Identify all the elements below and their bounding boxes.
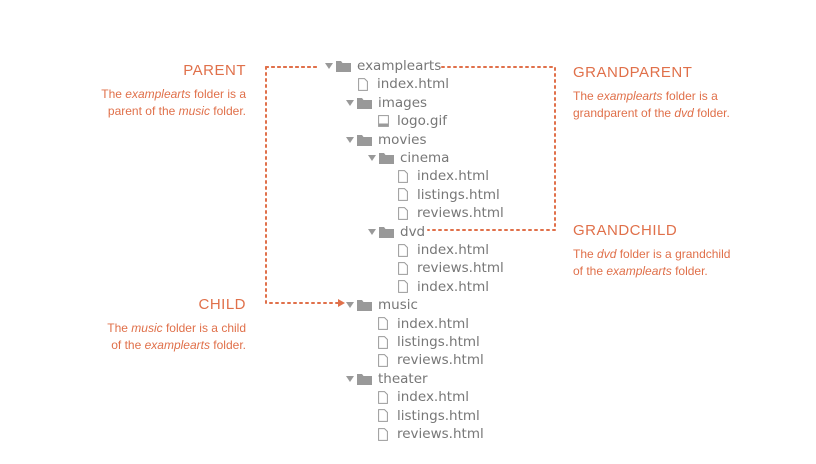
file-icon bbox=[378, 317, 388, 330]
file-icon bbox=[378, 427, 388, 441]
folder-row[interactable]: examplearts bbox=[325, 57, 441, 75]
child-title: CHILD bbox=[198, 296, 246, 313]
folder-icon bbox=[357, 373, 372, 385]
file-icon bbox=[358, 77, 368, 91]
parent-child-connector bbox=[265, 66, 339, 304]
grandparent-grandchild-connector bbox=[427, 66, 556, 231]
file-name: listings.html bbox=[397, 407, 480, 424]
file-row[interactable]: reviews.html bbox=[378, 351, 484, 369]
folder-row[interactable]: movies bbox=[346, 131, 427, 149]
chevron-down-icon[interactable] bbox=[368, 228, 376, 235]
file-row[interactable]: index.html bbox=[398, 167, 489, 185]
file-icon bbox=[378, 409, 388, 422]
file-name: listings.html bbox=[417, 186, 500, 203]
child-arrowhead bbox=[338, 299, 345, 307]
file-icon bbox=[398, 188, 408, 202]
grandparent-title: GRANDPARENT bbox=[573, 64, 693, 81]
file-row[interactable]: index.html bbox=[398, 241, 489, 259]
file-name: reviews.html bbox=[397, 352, 484, 369]
folder-name: cinema bbox=[400, 150, 450, 166]
chevron-down-icon[interactable] bbox=[325, 63, 333, 69]
folder-name: images bbox=[378, 94, 428, 111]
folder-row[interactable]: dvd bbox=[368, 223, 425, 241]
file-name: index.html bbox=[417, 242, 489, 258]
file-name: index.html bbox=[397, 389, 469, 406]
folder-name: theater bbox=[378, 370, 428, 387]
image-file-icon bbox=[378, 115, 389, 128]
file-row[interactable]: listings.html bbox=[398, 186, 500, 204]
file-name: index.html bbox=[377, 76, 449, 93]
grandchild-annotation: GRANDCHILD The dvd folder is a grandchil… bbox=[573, 222, 743, 280]
child-annotation: CHILD The music folder is a child of the… bbox=[76, 296, 246, 354]
grandparent-description: The examplearts folder is a grandparent … bbox=[573, 89, 730, 120]
file-row[interactable]: listings.html bbox=[378, 333, 480, 351]
file-row[interactable]: listings.html bbox=[378, 407, 480, 425]
file-row[interactable]: reviews.html bbox=[398, 259, 504, 277]
folder-icon bbox=[357, 134, 372, 146]
folder-row[interactable]: images bbox=[346, 94, 427, 112]
folder-icon bbox=[357, 300, 372, 312]
file-name: index.html bbox=[417, 278, 489, 295]
folder-row[interactable]: theater bbox=[346, 370, 428, 388]
file-row[interactable]: index.html bbox=[398, 278, 489, 296]
file-icon bbox=[398, 169, 408, 183]
folder-icon bbox=[336, 61, 351, 72]
file-name: index.html bbox=[417, 168, 489, 185]
chevron-down-icon[interactable] bbox=[346, 302, 354, 309]
folder-row[interactable]: music bbox=[346, 296, 418, 314]
file-name: logo.gif bbox=[397, 113, 447, 130]
file-name: reviews.html bbox=[417, 260, 504, 277]
parent-description: The examplearts folder is a parent of th… bbox=[101, 87, 246, 118]
folder-name: music bbox=[378, 297, 418, 314]
child-description: The music folder is a child of the examp… bbox=[107, 321, 246, 352]
chevron-down-icon[interactable] bbox=[368, 155, 376, 161]
grandparent-annotation: GRANDPARENT The examplearts folder is a … bbox=[573, 64, 743, 122]
file-icon bbox=[378, 353, 388, 367]
file-row[interactable]: index.html bbox=[378, 388, 469, 406]
file-icon bbox=[398, 206, 408, 220]
folder-name: movies bbox=[378, 131, 427, 148]
folder-row[interactable]: cinema bbox=[368, 149, 449, 167]
file-row[interactable]: reviews.html bbox=[378, 425, 484, 443]
folder-icon bbox=[379, 226, 394, 238]
folder-name: examplearts bbox=[357, 58, 442, 74]
file-row[interactable]: logo.gif bbox=[378, 112, 447, 130]
parent-annotation: PARENT The examplearts folder is a paren… bbox=[76, 62, 246, 120]
file-icon bbox=[378, 335, 388, 349]
file-name: index.html bbox=[397, 315, 469, 332]
folder-icon bbox=[379, 153, 394, 164]
file-name: reviews.html bbox=[417, 205, 504, 222]
parent-title: PARENT bbox=[183, 62, 246, 79]
grandchild-description: The dvd folder is a grandchild of the ex… bbox=[573, 247, 731, 278]
file-row[interactable]: index.html bbox=[358, 75, 449, 93]
file-row[interactable]: index.html bbox=[378, 315, 469, 333]
file-name: listings.html bbox=[397, 334, 480, 350]
file-icon bbox=[378, 390, 388, 404]
file-name: reviews.html bbox=[397, 426, 484, 442]
chevron-down-icon[interactable] bbox=[346, 99, 354, 106]
folder-icon bbox=[357, 97, 372, 109]
chevron-down-icon[interactable] bbox=[346, 375, 354, 382]
file-icon bbox=[398, 243, 408, 257]
file-icon bbox=[398, 261, 408, 275]
file-row[interactable]: reviews.html bbox=[398, 204, 504, 222]
file-icon bbox=[398, 280, 408, 294]
chevron-down-icon[interactable] bbox=[346, 136, 354, 143]
grandchild-title: GRANDCHILD bbox=[573, 222, 678, 239]
folder-name: dvd bbox=[400, 223, 426, 240]
